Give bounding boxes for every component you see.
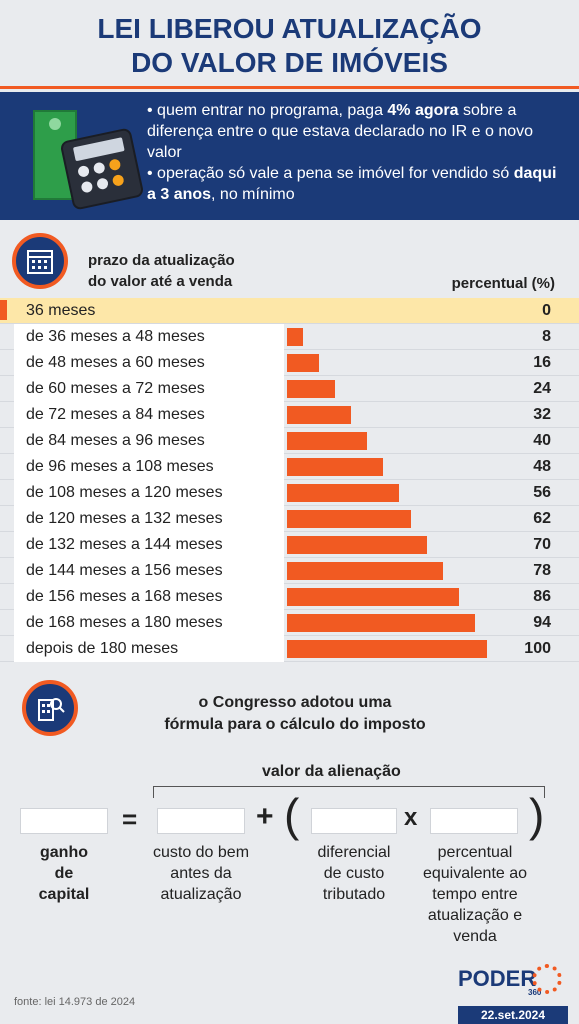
title-line-2: DO VALOR DE IMÓVEIS	[131, 47, 448, 78]
row-label: de 120 meses a 132 meses	[14, 506, 284, 532]
building-search-icon	[22, 680, 78, 736]
row-value: 32	[533, 406, 551, 423]
percentual-caption: percentual equivalente ao tempo entre atual…	[422, 844, 528, 945]
row-value: 0	[542, 302, 551, 319]
percent-bar	[287, 380, 335, 398]
percent-bar	[287, 432, 367, 450]
row-label: de 72 meses a 84 meses	[14, 402, 284, 428]
row-label: de 96 meses a 108 meses	[14, 454, 284, 480]
table-row: de 60 meses a 72 meses 24	[0, 376, 579, 402]
row-value: 40	[533, 432, 551, 449]
row-label: de 108 meses a 120 meses	[14, 480, 284, 506]
row-value: 86	[533, 588, 551, 605]
row-label: de 156 meses a 168 meses	[14, 584, 284, 610]
percent-bar	[287, 536, 427, 554]
info-bullet-1: • quem entrar no programa, paga 4% agora…	[147, 102, 534, 161]
calculator-icon	[59, 127, 145, 211]
row-label: de 48 meses a 60 meses	[14, 350, 284, 376]
row-value: 48	[533, 458, 551, 475]
title-underline	[0, 86, 579, 89]
percent-bar	[287, 588, 459, 606]
row-label: 36 meses	[26, 302, 96, 319]
diferencial-box	[311, 808, 397, 834]
right-paren: )	[529, 789, 545, 841]
alienacao-bracket	[153, 786, 545, 798]
row-label: de 168 meses a 180 meses	[14, 610, 284, 636]
percent-bar	[287, 406, 351, 424]
table-row: de 168 meses a 180 meses 94	[0, 610, 579, 636]
percent-bar	[287, 640, 487, 658]
row-value: 16	[533, 354, 551, 371]
calendar-icon	[12, 233, 68, 289]
row-label: de 36 meses a 48 meses	[14, 324, 284, 350]
row-value: 8	[542, 328, 551, 345]
poder360-logo: PODER 360	[458, 966, 542, 997]
row-label: depois de 180 meses	[14, 636, 284, 662]
row-label: de 84 meses a 96 meses	[14, 428, 284, 454]
equals-sign: =	[122, 804, 138, 834]
table-row: de 132 meses a 144 meses 70	[0, 532, 579, 558]
table-row: de 108 meses a 120 meses 56	[0, 480, 579, 506]
times-sign: x	[404, 804, 418, 831]
table-row: de 144 meses a 156 meses 78	[0, 558, 579, 584]
title-line-1: LEI LIBEROU ATUALIZAÇÃO	[97, 13, 482, 44]
alienacao-label: valor da alienação	[262, 763, 401, 780]
percent-bar	[287, 562, 443, 580]
percentual-box	[430, 808, 518, 834]
table-row: de 120 meses a 132 meses 62	[0, 506, 579, 532]
custo-box	[157, 808, 245, 834]
ganho-caption: ganho de capital	[38, 844, 90, 903]
row-label: de 144 meses a 156 meses	[14, 558, 284, 584]
table-row: de 156 meses a 168 meses 86	[0, 584, 579, 610]
percent-bar	[287, 458, 383, 476]
table-row: de 36 meses a 48 meses 8	[0, 324, 579, 350]
table-row: de 96 meses a 108 meses 48	[0, 454, 579, 480]
ganho-box	[20, 808, 108, 834]
row-value: 100	[524, 640, 551, 657]
row-value: 70	[533, 536, 551, 553]
date-badge: 22.set.2024	[458, 1006, 568, 1024]
page-title: LEI LIBEROU ATUALIZAÇÃO DO VALOR DE IMÓV…	[0, 0, 579, 90]
custo-caption: custo do bem antes da atualização	[152, 844, 250, 903]
prazo-table: 36 meses 0 de 36 meses a 48 meses 8 de 48 me…	[0, 298, 579, 662]
percent-bar	[287, 354, 319, 372]
table-row: 36 meses 0	[0, 298, 579, 324]
diferencial-caption: diferencial de custo tributado	[317, 844, 391, 903]
table-row: de 48 meses a 60 meses 16	[0, 350, 579, 376]
row-label: de 132 meses a 144 meses	[14, 532, 284, 558]
table-row: de 84 meses a 96 meses 40	[0, 428, 579, 454]
congress-text: o Congresso adotou uma fórmula para o cá…	[164, 694, 426, 733]
prazo-heading: prazo da atualização do valor até a vend…	[88, 252, 235, 290]
row-value: 78	[533, 562, 551, 579]
percent-bar	[287, 328, 303, 346]
row-value: 56	[533, 484, 551, 501]
left-paren: (	[284, 789, 300, 841]
table-row: de 72 meses a 84 meses 32	[0, 402, 579, 428]
row-value: 62	[533, 510, 551, 527]
table-row: depois de 180 meses 100	[0, 636, 579, 662]
row-value: 24	[533, 380, 551, 397]
row-value: 94	[533, 614, 551, 631]
info-bullet-2: • operação só vale a pena se imóvel for …	[147, 165, 557, 203]
percent-bar	[287, 484, 399, 502]
plus-sign: +	[256, 800, 274, 833]
percentual-heading: percentual (%)	[451, 275, 555, 292]
highlight-marker	[0, 300, 7, 320]
percent-bar	[287, 510, 411, 528]
info-panel: • quem entrar no programa, paga 4% agora…	[0, 92, 579, 220]
row-label: de 60 meses a 72 meses	[14, 376, 284, 402]
sun-logo-icon	[532, 964, 562, 994]
percent-bar	[287, 614, 475, 632]
source-note: fonte: lei 14.973 de 2024	[14, 996, 136, 1008]
